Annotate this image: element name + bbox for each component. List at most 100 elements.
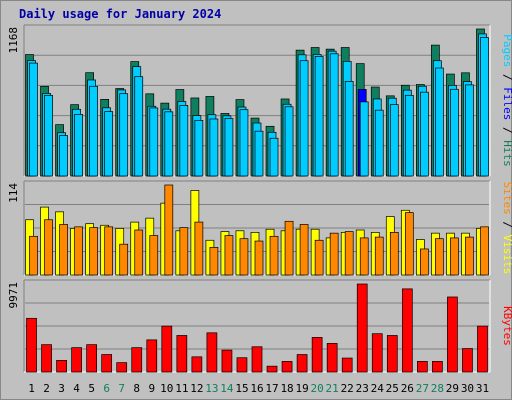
x-tick-label: 19 — [295, 382, 308, 395]
kbytes-bar — [401, 288, 413, 373]
sites-bar — [224, 235, 234, 276]
pages-bar — [179, 105, 189, 177]
kbytes-bar — [71, 347, 82, 373]
legend-part: Pages — [501, 34, 512, 67]
legend-part: / — [501, 120, 512, 140]
pages-bar — [134, 76, 144, 177]
x-tick-label: 28 — [431, 382, 444, 395]
sites-bar — [374, 236, 384, 276]
sites-bar — [74, 226, 83, 276]
pages-bar — [119, 93, 129, 177]
sites-bar — [269, 235, 279, 276]
x-tick-label: 16 — [250, 382, 263, 395]
pages-bar — [284, 106, 294, 177]
pages-bar — [224, 118, 234, 177]
sites-bar — [194, 221, 204, 276]
sites-bar — [164, 184, 174, 276]
sites-bar — [450, 237, 459, 276]
sites-bar — [104, 226, 114, 276]
pages-bar — [480, 37, 489, 177]
legend-label-2: KBytes — [501, 306, 512, 346]
x-tick-label: 26 — [401, 382, 414, 395]
sites-bar — [284, 220, 294, 276]
pages-bar — [149, 107, 159, 177]
sites-bar — [119, 243, 129, 276]
y-max-label: 114 — [7, 183, 20, 203]
x-tick-label: 29 — [446, 382, 459, 395]
legend-part: Sites — [501, 182, 512, 215]
x-tick-label: 13 — [205, 382, 218, 395]
pages-bar — [465, 84, 474, 177]
kbytes-bar — [26, 317, 37, 373]
x-tick-label: 9 — [148, 382, 155, 395]
kbytes-bar — [281, 361, 293, 373]
kbytes-bar — [432, 361, 443, 373]
x-tick-label: 10 — [160, 382, 173, 395]
kbytes-bar — [371, 333, 383, 373]
pages-bar — [239, 109, 249, 177]
x-tick-label: 6 — [103, 382, 110, 395]
kbytes-bar — [462, 348, 473, 373]
x-tick-label: 30 — [461, 382, 474, 395]
x-tick-label: 8 — [133, 382, 140, 395]
x-tick-label: 17 — [265, 382, 278, 395]
x-tick-label: 27 — [416, 382, 429, 395]
x-tick-label: 15 — [235, 382, 248, 395]
x-tick-label: 2 — [43, 382, 50, 395]
sites-bar — [299, 224, 309, 276]
sites-bar — [359, 237, 369, 276]
x-tick-label: 7 — [118, 382, 125, 395]
sites-bar — [480, 226, 489, 276]
pages-bar — [104, 111, 114, 177]
kbytes-bar — [86, 344, 97, 373]
kbytes-bar — [236, 357, 248, 373]
legend-part: Visits — [501, 235, 512, 275]
sites-bar — [239, 238, 249, 276]
legend-part: / — [501, 215, 512, 235]
pages-bar — [374, 109, 384, 177]
pages-bar — [329, 53, 339, 177]
pages-bar — [74, 114, 83, 177]
legend-label-1: Sites / Visits — [501, 182, 512, 275]
pages-bar — [44, 94, 53, 177]
sites-bar — [179, 227, 189, 276]
kbytes-bar — [251, 346, 263, 373]
kbytes-bar — [311, 337, 323, 373]
x-tick-label: 4 — [73, 382, 80, 395]
sites-bar — [134, 229, 144, 276]
pages-bar — [420, 91, 429, 177]
kbytes-bar — [131, 347, 143, 373]
pages-bar — [450, 88, 459, 177]
pages-bar — [209, 118, 219, 177]
x-tick-label: 5 — [88, 382, 95, 395]
x-tick-label: 31 — [476, 382, 489, 395]
x-tick-label: 14 — [220, 382, 234, 395]
pages-bar — [389, 104, 399, 177]
sites-bar — [149, 235, 159, 276]
kbytes-bar — [161, 325, 173, 373]
sites-bar — [44, 219, 53, 276]
kbytes-bar — [296, 354, 308, 373]
kbytes-bar — [206, 332, 218, 373]
pages-bar — [344, 81, 354, 177]
kbytes-bar — [116, 362, 128, 373]
pages-bar — [299, 60, 309, 177]
pages-bar — [194, 120, 204, 177]
chart-title: Daily usage for January 2024 — [19, 7, 222, 21]
kbytes-bar — [146, 339, 158, 373]
pages-bar — [29, 62, 38, 177]
y-max-label: 9971 — [7, 282, 20, 309]
legend-label-0: Pages / Files / Hits — [501, 34, 512, 167]
pages-bar — [164, 111, 174, 177]
sites-bar — [420, 248, 429, 276]
x-tick-label: 25 — [386, 382, 399, 395]
pages-bar — [254, 130, 264, 177]
kbytes-bar — [326, 343, 338, 373]
sites-bar — [404, 212, 414, 276]
sites-bar — [314, 239, 324, 276]
kbytes-bar — [356, 283, 368, 373]
pages-bar — [314, 56, 324, 177]
x-tick-label: 24 — [371, 382, 385, 395]
legend-part: Hits — [501, 140, 512, 167]
